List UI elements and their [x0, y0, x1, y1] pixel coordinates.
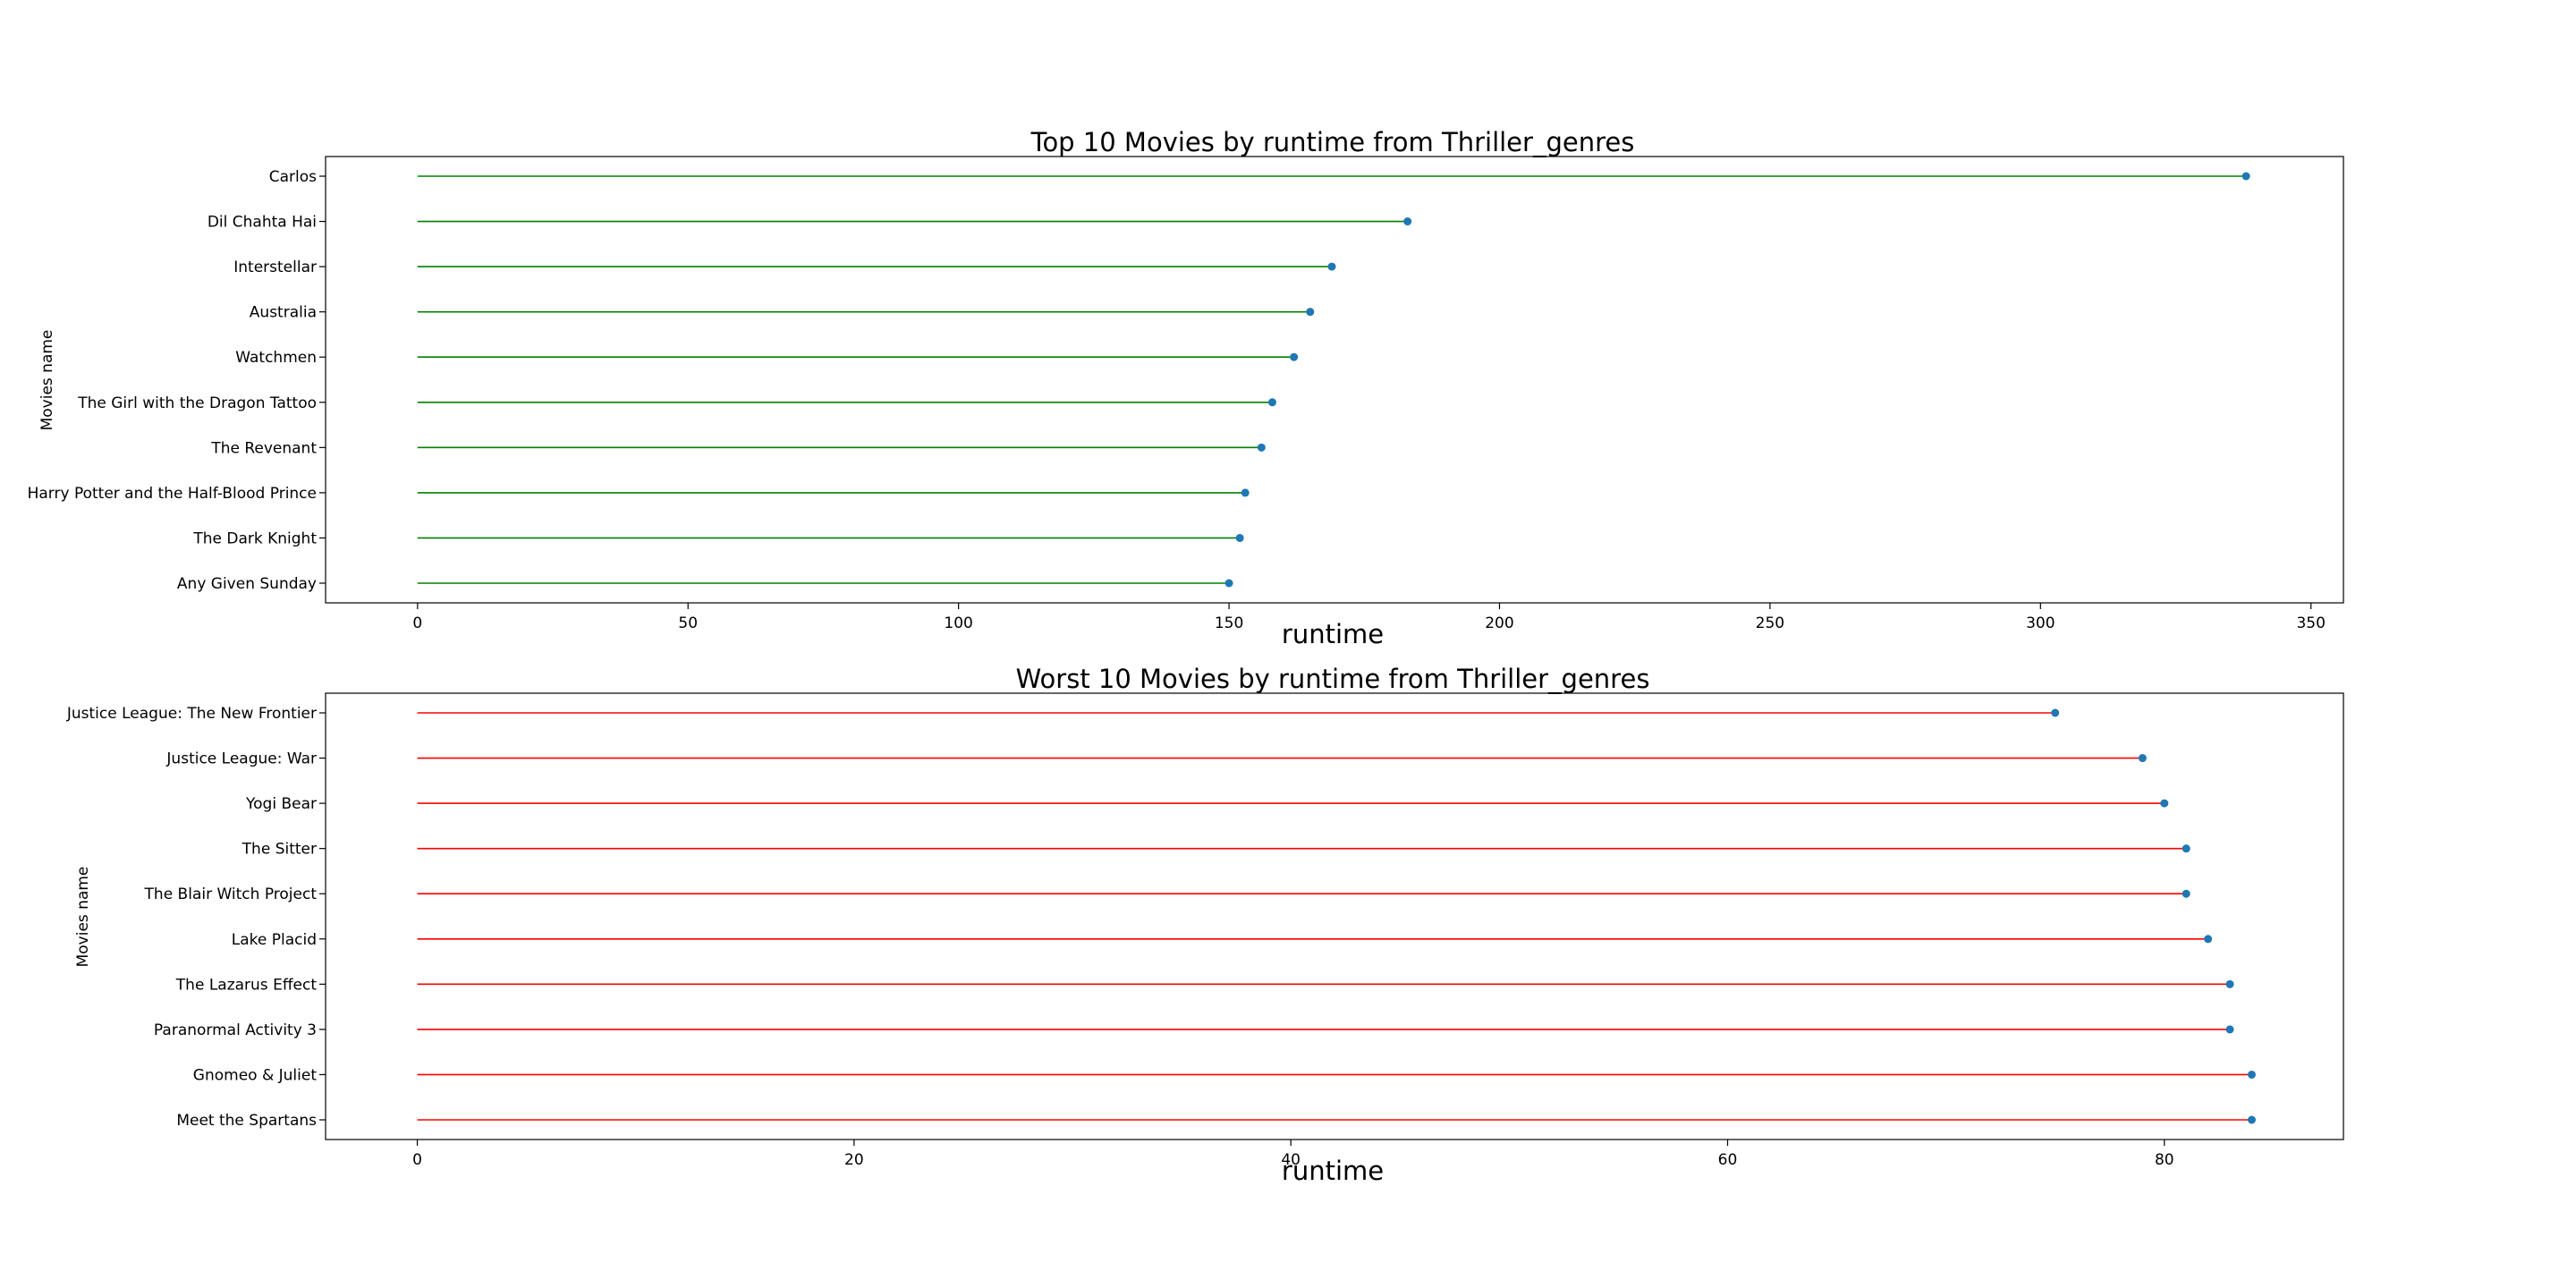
chart-title: Top 10 Movies by runtime from Thriller_g…	[1030, 127, 1635, 157]
x-tick-label: 20	[844, 1151, 864, 1169]
y-tick-label: Watchmen	[235, 349, 317, 367]
x-tick-label: 40	[1281, 1151, 1301, 1169]
x-axis-label: runtime	[1282, 619, 1384, 649]
x-tick-label: 350	[2296, 614, 2325, 632]
y-tick-label: The Blair Witch Project	[144, 886, 318, 903]
x-tick-label: 50	[678, 614, 698, 632]
x-tick-label: 200	[1485, 614, 1513, 632]
x-tick-label: 250	[1756, 614, 1784, 632]
plot-area: 0 20 40 60 80 Justice League: The New Frontie…	[66, 692, 2344, 1169]
x-tick-label: 100	[944, 614, 972, 632]
lollipop-marker	[2051, 708, 2060, 717]
x-tick-label: 0	[412, 1151, 422, 1169]
plot-frame	[325, 156, 2344, 604]
y-tick-label: Australia	[250, 304, 317, 322]
y-axis-label: Movies name	[74, 867, 92, 968]
y-tick-label: The Revenant	[210, 439, 317, 457]
lollipop-marker	[1241, 488, 1250, 497]
lollipop-marker	[1257, 443, 1266, 452]
lollipop-marker	[1306, 308, 1315, 317]
y-tick-label: Any Given Sunday	[177, 575, 317, 593]
y-axis-label: Movies name	[38, 330, 56, 431]
y-tick-label: The Girl with the Dragon Tattoo	[77, 394, 317, 412]
lollipop-marker	[1327, 262, 1336, 271]
lollipop-marker	[2225, 1025, 2234, 1034]
plot-frame	[325, 692, 2344, 1140]
y-tick-label: Carlos	[269, 168, 317, 186]
chart-title: Worst 10 Movies by runtime from Thriller…	[1016, 664, 1650, 694]
x-tick-label: 60	[1718, 1151, 1738, 1169]
y-tick-label: The Lazarus Effect	[175, 976, 318, 994]
x-tick-label: 80	[2155, 1151, 2174, 1169]
y-tick-label: Lake Placid	[232, 931, 317, 949]
lollipop-marker	[2247, 1070, 2256, 1079]
y-tick-label: Harry Potter and the Half-Blood Prince	[28, 485, 317, 503]
worst-runtime-chart: Worst 10 Movies by runtime from Thriller…	[66, 664, 2344, 1186]
lollipop-marker	[2225, 979, 2234, 988]
lollipop-marker	[2204, 935, 2213, 944]
y-tick-label: Paranormal Activity 3	[154, 1021, 317, 1039]
x-tick-label: 150	[1215, 614, 1243, 632]
lollipop-marker	[1267, 398, 1276, 407]
lollipop-marker	[1224, 579, 1233, 588]
lollipop-marker	[2247, 1115, 2256, 1124]
lollipop-marker	[2182, 844, 2190, 853]
plot-area: 0 50 100 150 200 250 300 350 Carlos Dil Chahta Ha…	[28, 156, 2344, 632]
lollipop-marker	[1235, 533, 1244, 542]
y-tick-label: Justice League: War	[165, 750, 317, 768]
y-tick-label: Meet the Spartans	[176, 1112, 317, 1130]
lollipop-marker	[2138, 754, 2147, 763]
y-tick-label: Justice League: The New Frontier	[66, 705, 317, 723]
x-tick-label: 0	[412, 614, 422, 632]
y-tick-label: The Dark Knight	[192, 530, 317, 547]
y-tick-label: The Sitter	[242, 841, 317, 859]
lollipop-marker	[2160, 799, 2169, 808]
y-tick-label: Dil Chahta Hai	[208, 214, 317, 232]
y-tick-label: Yogi Bear	[245, 795, 317, 813]
lollipop-marker	[2182, 889, 2190, 898]
y-tick-label: Gnomeo & Juliet	[193, 1066, 318, 1084]
top-runtime-chart: Top 10 Movies by runtime from Thriller_g…	[28, 127, 2344, 649]
lollipop-marker	[1403, 217, 1412, 226]
lollipop-marker	[1290, 352, 1299, 361]
x-tick-label: 300	[2026, 614, 2055, 632]
x-axis-label: runtime	[1282, 1156, 1384, 1186]
lollipop-marker	[2241, 172, 2250, 181]
y-tick-label: Interstellar	[233, 258, 317, 276]
